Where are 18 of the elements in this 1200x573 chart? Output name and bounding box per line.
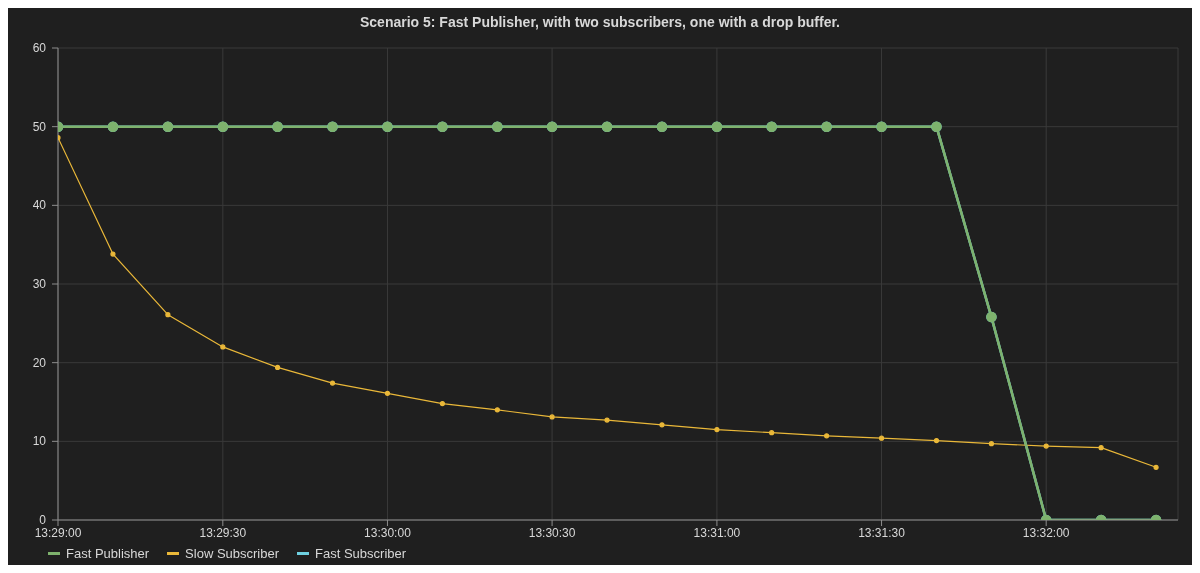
y-tick-label: 60 xyxy=(32,41,47,55)
y-tick-label: 10 xyxy=(32,434,47,449)
x-tick-label: 13:31:30 xyxy=(858,525,906,540)
legend-label: Fast Publisher xyxy=(66,546,150,561)
x-tick-label: 13:29:00 xyxy=(34,525,82,540)
y-tick-label: 40 xyxy=(32,198,47,213)
x-tick-label: 13:31:00 xyxy=(693,525,741,540)
x-tick-label: 13:29:30 xyxy=(199,525,247,540)
chart-title: Scenario 5: Fast Publisher, with two subscribers, one with a drop buffer. xyxy=(359,13,841,32)
x-tick-label: 13:30:00 xyxy=(364,525,412,540)
y-tick-label: 30 xyxy=(32,277,47,291)
legend-label: Fast Subscriber xyxy=(315,546,407,561)
x-tick-label: 13:32:00 xyxy=(1022,525,1070,540)
y-tick-label: 50 xyxy=(32,119,47,134)
y-tick-label: 20 xyxy=(32,355,47,370)
y-tick-label: 0 xyxy=(39,513,47,527)
legend-label: Slow Subscriber xyxy=(185,546,280,561)
x-tick-label: 13:30:30 xyxy=(528,525,576,540)
